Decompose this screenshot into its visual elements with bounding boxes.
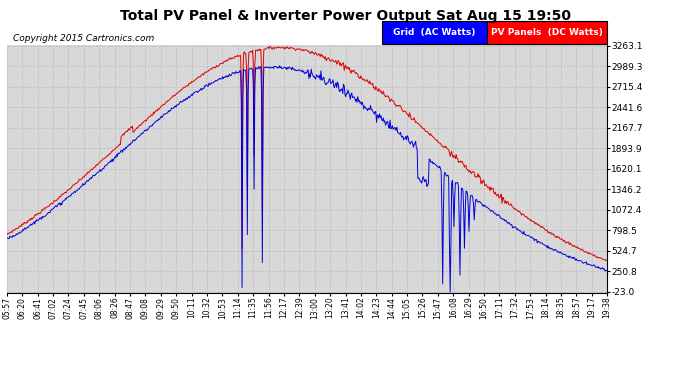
Bar (487, 21, 607, 44)
Text: Grid  (AC Watts): Grid (AC Watts) (393, 28, 476, 37)
Bar (382, 21, 487, 44)
Text: PV Panels  (DC Watts): PV Panels (DC Watts) (491, 28, 603, 37)
Text: Copyright 2015 Cartronics.com: Copyright 2015 Cartronics.com (13, 33, 154, 42)
Text: Total PV Panel & Inverter Power Output Sat Aug 15 19:50: Total PV Panel & Inverter Power Output S… (119, 9, 571, 23)
